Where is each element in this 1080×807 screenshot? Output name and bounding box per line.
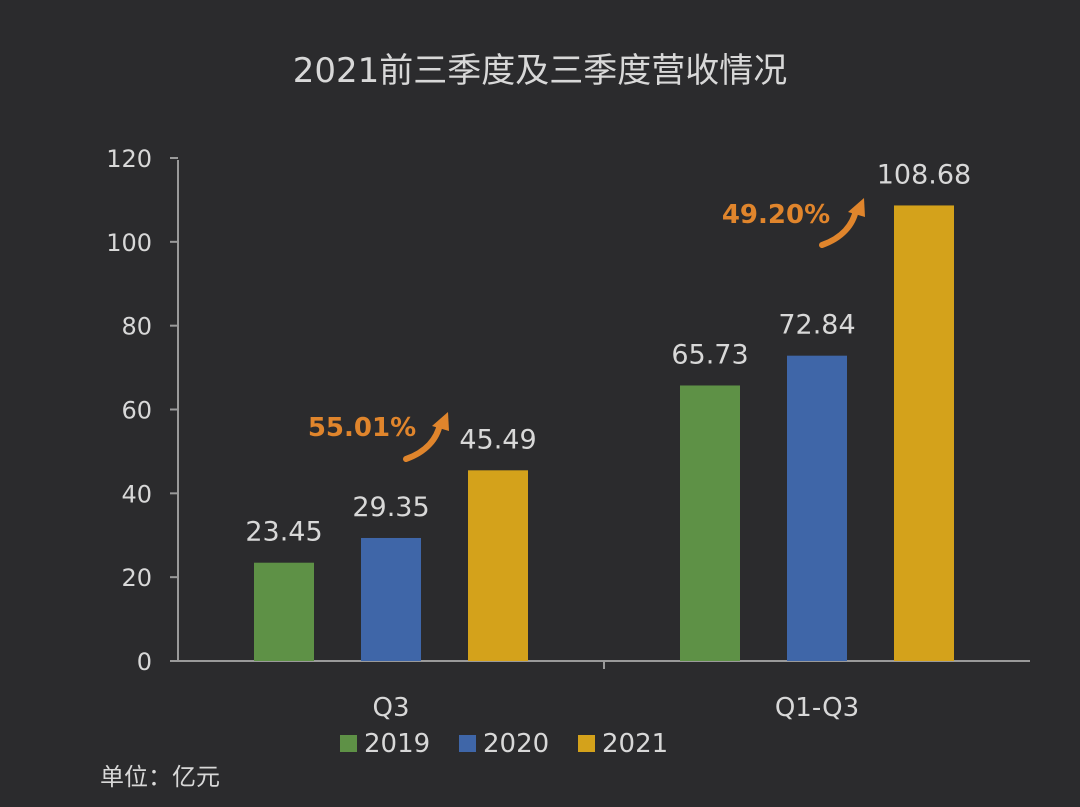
- legend-swatch-2019: [340, 735, 357, 752]
- data-label-2020-Q3: 29.35: [352, 492, 429, 523]
- bar-2021-Q1-Q3: [894, 205, 954, 662]
- y-tick-label: 80: [121, 313, 152, 341]
- y-tick-label: 40: [121, 480, 152, 508]
- y-tick-label: 60: [121, 397, 152, 425]
- legend-swatch-2020: [459, 735, 476, 752]
- growth-arrowhead-icon: [432, 412, 449, 431]
- bar-2019-Q1-Q3: [680, 385, 740, 661]
- bar-2020-Q3: [361, 537, 421, 661]
- bars: [254, 205, 954, 662]
- bar-2019-Q3: [254, 562, 314, 661]
- category-label-Q1-Q3: Q1-Q3: [775, 693, 859, 723]
- legend: 2019 2020 2021: [340, 729, 668, 759]
- bar-2021-Q3: [468, 470, 528, 661]
- growth-annotation-q3: 55.01%: [308, 413, 416, 443]
- legend-label-2019: 2019: [364, 729, 430, 759]
- data-label-2019-Q3: 23.45: [245, 517, 322, 548]
- legend-label-2020: 2020: [483, 729, 549, 759]
- data-label-2021-Q1-Q3: 108.68: [877, 159, 971, 190]
- legend-swatch-2021: [578, 735, 595, 752]
- y-tick-label: 120: [106, 145, 152, 173]
- y-tick-label: 20: [121, 564, 152, 592]
- data-label-2020-Q1-Q3: 72.84: [778, 310, 855, 341]
- unit-label: 单位：亿元: [100, 763, 220, 791]
- category-labels: Q3 Q1-Q3: [372, 693, 859, 723]
- data-label-2019-Q1-Q3: 65.73: [671, 339, 748, 370]
- y-tick-label: 0: [137, 648, 152, 676]
- data-labels: 23.45 29.35 45.49 65.73 72.84 108.68: [245, 159, 971, 547]
- growth-arrowhead-icon: [848, 198, 865, 217]
- category-label-Q3: Q3: [372, 693, 409, 723]
- y-tick-label: 100: [106, 229, 152, 257]
- bar-2020-Q1-Q3: [787, 355, 847, 661]
- y-axis-ticks: 0 20 40 60 80 100 120: [106, 145, 178, 676]
- legend-label-2021: 2021: [602, 729, 668, 759]
- growth-annotation-q1-q3: 49.20%: [722, 200, 830, 230]
- chart-title: 2021前三季度及三季度营收情况: [293, 51, 788, 91]
- data-label-2021-Q3: 45.49: [459, 424, 536, 455]
